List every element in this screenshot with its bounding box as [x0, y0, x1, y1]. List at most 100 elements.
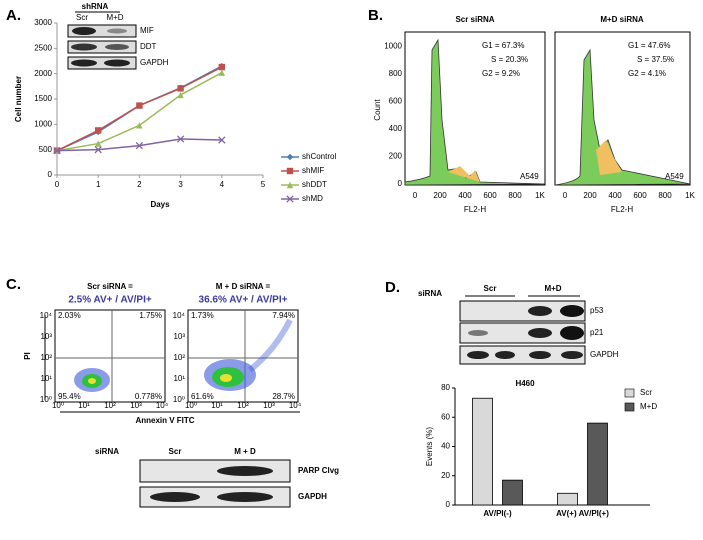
y-tick-label: 400	[389, 124, 403, 133]
panel-label: A.	[6, 7, 21, 24]
band-label: p21	[590, 328, 604, 337]
lane-label: Scr	[484, 284, 497, 293]
x-tick-label: 0	[413, 191, 418, 200]
bar	[557, 492, 578, 506]
x-tick-label: 800	[658, 191, 672, 200]
legend-label: shControl	[302, 152, 336, 161]
row-label: siRNA	[418, 289, 442, 298]
x-tick-label: 10²	[237, 401, 249, 410]
marker	[286, 167, 294, 175]
y-tick-label: 60	[441, 412, 450, 421]
marker	[95, 127, 102, 134]
row-label: siRNA	[95, 447, 119, 456]
legend-swatch	[624, 402, 635, 412]
panel-label: D.	[385, 279, 400, 296]
x-tick-label: 400	[458, 191, 472, 200]
marker	[218, 63, 225, 71]
hist-title: Scr siRNA	[455, 15, 494, 24]
x-tick-label: 600	[483, 191, 497, 200]
lane-label: Scr	[169, 447, 182, 456]
stat: G1 = 67.3%	[482, 41, 524, 50]
marker	[286, 195, 294, 203]
hist-title: M+D siRNA	[600, 15, 644, 24]
plot-title: M + D siRNA =	[216, 282, 271, 291]
y-tick-label: 10⁴	[40, 311, 53, 320]
x-tick-label: 1K	[685, 191, 695, 200]
y-tick-label: 0	[398, 179, 403, 188]
x-tick-label: 10⁰	[52, 401, 64, 410]
x-tick-label: 10¹	[78, 401, 90, 410]
y-tick-label: 200	[389, 152, 403, 161]
x-tick-label: 10³	[263, 401, 275, 410]
series-line	[56, 66, 223, 152]
y-tick-label: 10²	[173, 353, 185, 362]
marker	[135, 141, 144, 150]
legend-label: shMD	[302, 194, 323, 203]
y-tick-label: 2000	[34, 69, 52, 78]
blot-inset: shRNA Scr M+D MIF DDT GAPDH	[67, 2, 169, 70]
y-tick-label: 80	[441, 383, 450, 392]
y-tick-label: 500	[39, 145, 53, 154]
y-label: Events (%)	[425, 427, 434, 466]
quadrant-label: 95.4%	[58, 392, 81, 401]
plot-subtitle: 36.6% AV+ / AV/PI+	[199, 295, 288, 306]
bar	[472, 397, 493, 506]
x-label: Annexin V FITC	[135, 416, 194, 425]
quadrant-label: 1.75%	[139, 311, 162, 320]
marker	[136, 102, 143, 109]
y-tick-label: 20	[441, 471, 450, 480]
stat: G2 = 4.1%	[628, 69, 666, 78]
y-tick-label: 10³	[173, 332, 185, 341]
plot-title: Scr siRNA =	[87, 282, 133, 291]
x-tick-label: 200	[583, 191, 597, 200]
plot-subtitle: 2.5% AV+ / AV/PI+	[68, 295, 152, 306]
marker	[95, 140, 102, 147]
lane-label: M + D	[234, 447, 256, 456]
x-tick-label: 4	[220, 180, 225, 189]
panel-label: B.	[368, 7, 383, 24]
x-tick-label: AV/PI(-)	[483, 509, 512, 518]
band-label: DDT	[140, 42, 157, 51]
y-tick-label: 1500	[34, 94, 52, 103]
x-tick-label: 0	[563, 191, 568, 200]
x-label: FL2-H	[464, 205, 486, 214]
apoptosis-panel: Scr siRNA = 2.5% AV+ / AV/PI+ M + D siRN…	[23, 282, 339, 508]
chart-title: H460	[515, 379, 535, 388]
x-tick-label: 1K	[535, 191, 545, 200]
y-tick-label: 3000	[34, 18, 52, 27]
y-tick-label: 10¹	[173, 374, 185, 383]
marker	[176, 135, 185, 143]
marker	[218, 69, 225, 76]
legend-swatch	[624, 388, 635, 398]
x-tick-label: 10²	[104, 401, 116, 410]
band-label: PARP Clvg	[298, 466, 339, 475]
x-tick-label: 3	[178, 180, 183, 189]
y-tick-label: 800	[389, 69, 403, 78]
lane-label: M+D	[106, 13, 123, 22]
x-tick-label: 1	[96, 180, 101, 189]
quadrant-label: 28.7%	[272, 392, 295, 401]
y-tick-label: 1000	[34, 119, 52, 128]
x-label: Days	[150, 200, 170, 209]
x-label: FL2-H	[611, 205, 633, 214]
y-tick-label: 2500	[34, 43, 52, 52]
cell-cycle-panel: Scr siRNA M+D siRNA G1 = 67.3% S = 20.3%…	[373, 15, 691, 214]
quadrant-label: 2.03%	[58, 311, 81, 320]
x-tick-label: AV(+) AV/PI(+)	[556, 509, 609, 518]
quadrant-label: 61.6%	[191, 392, 214, 401]
y-tick-label: 0	[446, 500, 451, 509]
lane-label: Scr	[76, 13, 88, 22]
panel-label: C.	[6, 276, 21, 293]
quadrant-label: 7.94%	[272, 311, 295, 320]
legend-label: shDDT	[302, 180, 327, 189]
marker	[177, 85, 184, 92]
marker	[94, 146, 102, 154]
cell-line: A549	[520, 172, 539, 181]
stat: S = 20.3%	[491, 55, 528, 64]
y-tick-label: 10⁰	[40, 395, 52, 404]
x-tick-label: 200	[433, 191, 447, 200]
marker	[218, 136, 226, 144]
x-tick-label: 600	[633, 191, 647, 200]
